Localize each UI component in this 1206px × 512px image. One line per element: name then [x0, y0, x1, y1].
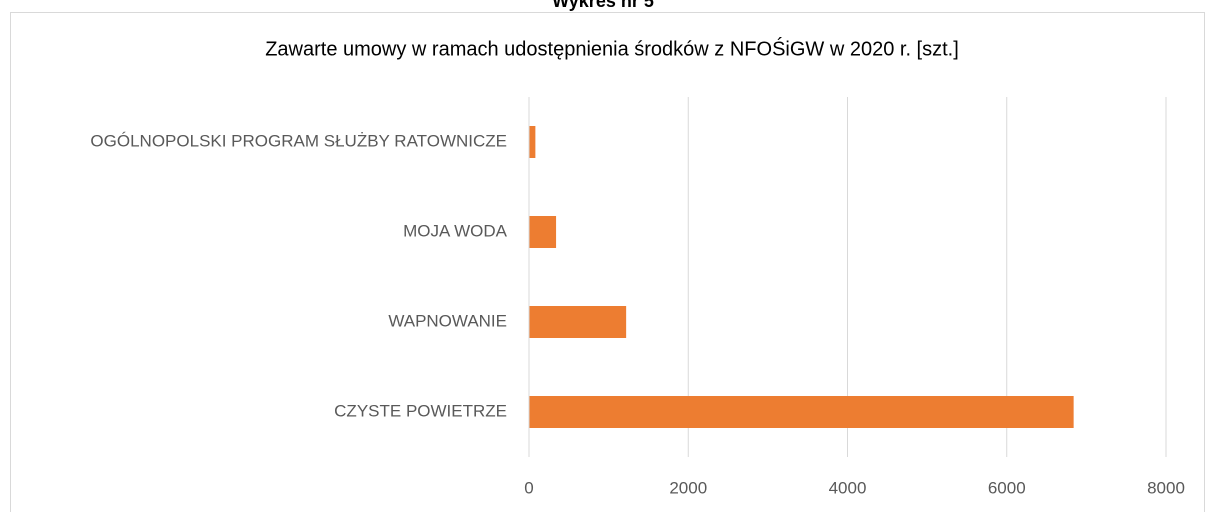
x-tick-label: 4000	[829, 478, 867, 497]
y-tick-label: CZYSTE POWIETRZE	[334, 401, 507, 420]
bar	[529, 216, 557, 248]
x-tick-label: 8000	[1147, 478, 1185, 497]
x-tick-label: 0	[524, 478, 533, 497]
bar	[529, 126, 536, 158]
chart-title: Zawarte umowy w ramach udostępnienia śro…	[265, 36, 959, 60]
chart-border	[10, 12, 1205, 512]
bar	[529, 306, 627, 338]
y-tick-label: MOJA WODA	[403, 221, 508, 240]
heading: Wykres nr 5	[552, 0, 654, 11]
x-tick-label: 6000	[988, 478, 1026, 497]
bar	[529, 396, 1074, 428]
x-tick-label: 2000	[669, 478, 707, 497]
y-tick-label: OGÓLNOPOLSKI PROGRAM SŁUŻBY RATOWNICZE	[90, 131, 507, 150]
y-tick-label: WAPNOWANIE	[388, 311, 507, 330]
